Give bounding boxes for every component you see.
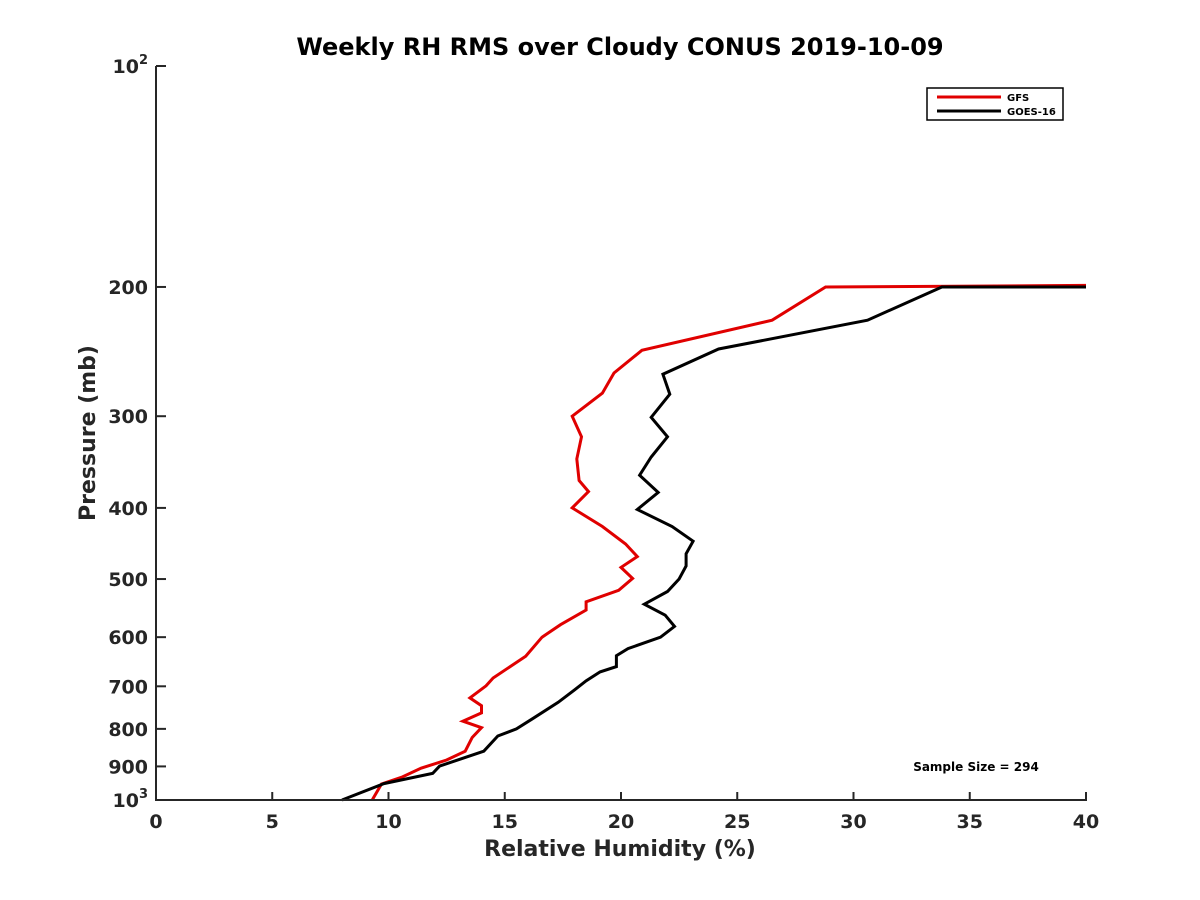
y-ticks: 102 200 300 400 500 600 700 800 900 103 xyxy=(108,53,166,812)
x-tick-label-4: 20 xyxy=(608,811,634,833)
legend: GFS GOES-16 xyxy=(926,87,1064,121)
y-tick-label-5: 600 xyxy=(108,627,148,649)
legend-label-goes16: GOES-16 xyxy=(1007,107,1056,118)
y-tick-label-7: 800 xyxy=(108,719,148,741)
y-tick-label-8: 900 xyxy=(108,756,148,778)
legend-box xyxy=(926,87,1064,121)
x-axis-label: Relative Humidity (%) xyxy=(484,837,756,862)
x-tick-label-3: 15 xyxy=(492,811,518,833)
series-layer xyxy=(341,283,1087,802)
y-tick-label-4: 500 xyxy=(108,569,148,591)
y-axis-label: Pressure (mb) xyxy=(76,345,101,521)
y-tick-label-1: 200 xyxy=(108,277,148,299)
y-tick-label-6: 700 xyxy=(108,676,148,698)
x-tick-label-0: 0 xyxy=(149,811,162,833)
x-tick-label-5: 25 xyxy=(724,811,750,833)
y-tick-label-2: 300 xyxy=(108,406,148,428)
x-tick-label-1: 5 xyxy=(266,811,279,833)
series-line-goes16 xyxy=(341,285,1086,802)
x-tick-label-7: 35 xyxy=(957,811,983,833)
chart-title: Weekly RH RMS over Cloudy CONUS 2019-10-… xyxy=(296,33,943,61)
y-tick-label-9: 103 xyxy=(113,787,149,812)
x-ticks: 0 5 10 15 20 25 30 35 40 xyxy=(149,792,1099,833)
x-tick-label-8: 40 xyxy=(1073,811,1099,833)
series-line-gfs xyxy=(370,283,1087,801)
x-tick-label-2: 10 xyxy=(375,811,401,833)
y-tick-label-3: 400 xyxy=(108,498,148,520)
sample-size-annotation: Sample Size = 294 xyxy=(913,760,1039,774)
x-tick-label-6: 30 xyxy=(840,811,866,833)
y-tick-label-0: 102 xyxy=(113,53,149,78)
legend-label-gfs: GFS xyxy=(1007,93,1029,104)
